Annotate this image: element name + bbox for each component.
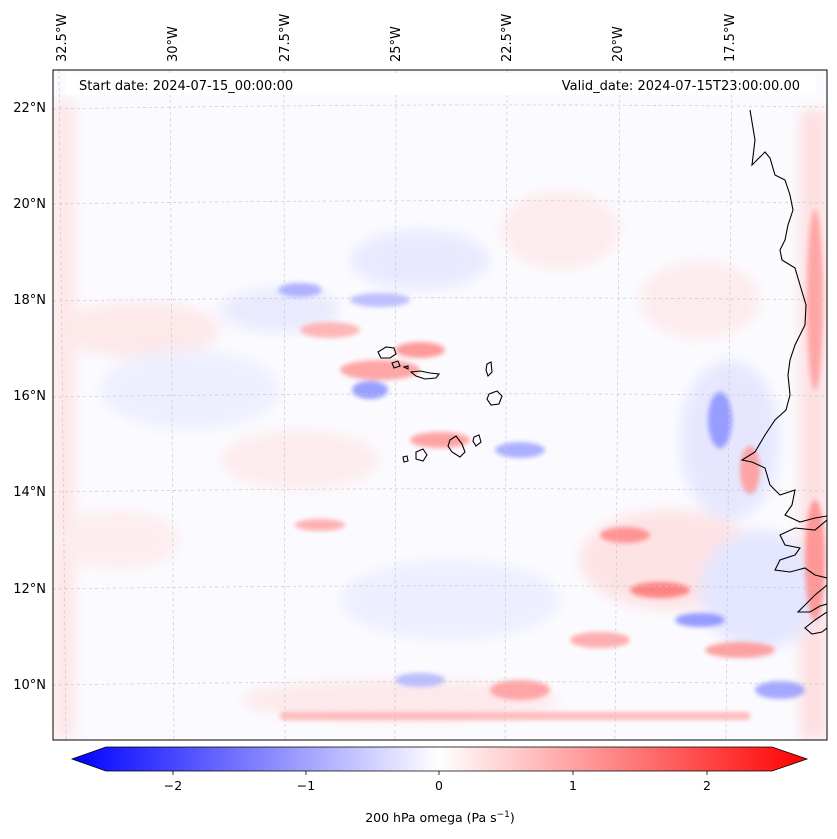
island-santa-luzia [402,365,409,370]
lon-label-32-5w: 32.5°W [55,14,70,62]
island-santiago [447,435,466,458]
map-frame [52,69,828,741]
lon-label-20w: 20°W [611,26,626,62]
coastline [377,109,827,635]
lat-label-14n: 14°N [13,485,46,500]
lon-label-25w: 25°W [389,26,404,62]
island-brava [402,455,409,463]
colorbar-label-end: ) [510,810,515,825]
colorbar-tick-neg1: −1 [297,778,315,793]
lat-label-22n: 22°N [13,101,46,116]
colorbar-label-sup: −1 [497,810,510,820]
omega-field [53,100,827,740]
lat-label-16n: 16°N [13,389,46,404]
colorbar: −2 −1 0 1 2 200 hPa omega (Pa s−1) [70,746,809,825]
lat-label-18n: 18°N [13,293,46,308]
colorbar-bar [70,746,809,772]
island-fogo [415,448,428,462]
header-strip [66,73,816,95]
latitude-labels: 22°N 20°N 18°N 16°N 14°N 12°N 10°N [13,101,46,693]
island-santo-antao [377,346,397,359]
map-gridlines [53,70,827,740]
lat-label-12n: 12°N [13,582,46,597]
colorbar-tick-2: 2 [703,778,711,793]
lat-label-10n: 10°N [13,678,46,693]
colorbar-ticks [172,771,708,775]
island-boa-vista [486,390,503,406]
island-maio [472,434,482,447]
island-sal [485,361,493,378]
island-sao-vicente [391,360,401,369]
colorbar-tick-0: 0 [435,778,443,793]
lon-label-22-5w: 22.5°W [500,14,515,62]
african-coastline [740,109,827,635]
lon-label-27-5w: 27.5°W [278,14,293,62]
start-date-label: Start date: 2024-07-15_00:00:00 [79,79,293,94]
colorbar-tick-1: 1 [569,778,577,793]
lon-label-17-5w: 17.5°W [723,14,738,62]
lat-label-20n: 20°N [13,197,46,212]
island-sao-nicolau [409,370,441,380]
colorbar-tick-neg2: −2 [164,778,182,793]
valid-date-label: Valid_date: 2024-07-15T23:00:00.00 [562,79,800,94]
lon-label-30w: 30°W [166,26,181,62]
colorbar-label-main: 200 hPa omega (Pa s [365,810,496,825]
colorbar-label: 200 hPa omega (Pa s−1) [365,810,515,825]
longitude-labels: 32.5°W 30°W 27.5°W 25°W 22.5°W 20°W 17.5… [55,14,738,62]
